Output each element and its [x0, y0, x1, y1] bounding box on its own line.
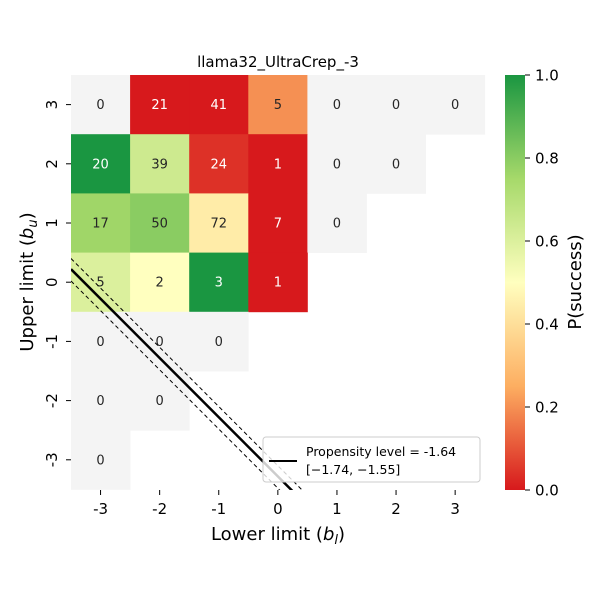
heatmap-cell [130, 252, 190, 313]
heatmap-cell [130, 193, 190, 253]
colorbar-tick-label: 0.6 [535, 233, 559, 251]
cell-count-label: 0 [96, 98, 104, 113]
legend-box [262, 436, 481, 483]
cell-count-label: 5 [96, 276, 104, 291]
cell-count-label: 17 [92, 217, 109, 232]
cell-count-label: 0 [156, 335, 164, 350]
colorbar-tick-label: 1.0 [535, 67, 559, 85]
cell-count-label: 0 [96, 335, 104, 350]
cell-count-label: 0 [96, 394, 104, 409]
cell-count-label: 41 [210, 98, 227, 113]
cell-count-label: 0 [392, 157, 400, 172]
heatmap-cell [71, 75, 131, 135]
cell-count-label: 21 [151, 98, 168, 113]
cell-count-label: 0 [333, 157, 341, 172]
heatmap-cell [307, 75, 367, 135]
heatmap-cell [425, 75, 486, 135]
heatmap-cell [366, 134, 426, 194]
cell-count-labels: 0 21 41 5 0 0 020 39 24 1 0 017 50 72 7 05 2 3 10 0 00 00 [92, 98, 459, 468]
heatmap-cell [71, 311, 131, 372]
cell-count-label: 0 [333, 217, 341, 232]
heatmap-cell [248, 134, 308, 194]
heatmap-cell [71, 134, 131, 194]
cell-count-label: 50 [151, 217, 168, 232]
heatmap-cell [71, 193, 131, 253]
x-tick-label: 1 [332, 500, 342, 518]
x-tick-label: -1 [211, 500, 226, 518]
y-tick-label: -2 [43, 393, 61, 408]
cell-count-label: 24 [210, 157, 227, 172]
colorbar-tick-label: 0.4 [535, 316, 559, 334]
x-tick-label: -2 [152, 500, 167, 518]
y-axis-ticks: 3 2 1 0 -1 -2 -3 [43, 100, 71, 467]
x-axis-label: Lower limit (bl) [211, 524, 345, 548]
colorbar-tick-label: 0.2 [535, 399, 559, 417]
heatmap-cell [189, 75, 249, 135]
cell-count-label: 72 [210, 217, 227, 232]
colorbar-label: P(success) [565, 234, 586, 329]
heatmap-cell [366, 75, 426, 135]
cell-count-label: 0 [451, 98, 459, 113]
colorbar-ticks: 0.0 0.2 0.4 0.6 0.8 1.0 [525, 67, 559, 500]
cell-count-label: 5 [274, 98, 282, 113]
cell-count-label: 39 [151, 157, 168, 172]
heatmap-cell [248, 75, 308, 135]
heatmap-cell [71, 252, 131, 313]
heatmap-cell [189, 252, 249, 313]
x-tick-label: 0 [273, 500, 283, 518]
heatmap-cell [71, 430, 131, 490]
y-tick-label: -1 [43, 334, 61, 349]
colorbar-tick-label: 0.0 [535, 482, 559, 500]
x-axis-ticks: -3 -2 -1 0 1 2 3 [93, 490, 460, 518]
cell-count-label: 0 [215, 335, 223, 350]
legend-line2: [−1.74, −1.55] [306, 462, 400, 477]
y-tick-label: -3 [43, 452, 61, 467]
cell-count-label: 1 [274, 157, 282, 172]
heatmap-cells [71, 75, 486, 490]
y-tick-label: 2 [43, 159, 61, 169]
heatmap-cell [248, 252, 308, 313]
x-tick-label: 2 [391, 500, 401, 518]
legend: Propensity level = -1.64 [−1.74, −1.55] [262, 436, 481, 483]
colorbar-gradient [505, 75, 525, 490]
cell-count-label: 1 [274, 276, 282, 291]
heatmap-cell [307, 193, 367, 253]
x-tick-label: -3 [93, 500, 108, 518]
cell-count-label: 3 [215, 276, 223, 291]
y-tick-label: 1 [43, 218, 61, 228]
cell-count-label: 0 [392, 98, 400, 113]
heatmap-cell [189, 311, 249, 372]
cell-count-label: 0 [156, 394, 164, 409]
y-tick-label: 3 [43, 100, 61, 110]
chart-title: llama32_UltraCrep_-3 [197, 53, 359, 72]
heatmap-cell [130, 134, 190, 194]
y-axis-label: Upper limit (bu) [17, 212, 41, 351]
cell-count-label: 20 [92, 157, 109, 172]
heatmap-cell [189, 193, 249, 253]
cell-count-label: 2 [156, 276, 164, 291]
heatmap-cell [307, 134, 367, 194]
x-tick-label: 3 [450, 500, 460, 518]
heatmap-cell [130, 371, 190, 431]
heatmap-cell [189, 134, 249, 194]
heatmap-cell [248, 193, 308, 253]
heatmap-cell [130, 311, 190, 372]
cell-count-label: 7 [274, 217, 282, 232]
colorbar-tick-label: 0.8 [535, 150, 559, 168]
legend-line1: Propensity level = -1.64 [306, 444, 456, 459]
heatmap-cell [130, 75, 190, 135]
cell-count-label: 0 [333, 98, 341, 113]
y-tick-label: 0 [43, 277, 61, 287]
cell-count-label: 0 [96, 453, 104, 468]
colorbar: 0.0 0.2 0.4 0.6 0.8 1.0 P(success) [505, 67, 586, 500]
heatmap-cell [71, 371, 131, 431]
